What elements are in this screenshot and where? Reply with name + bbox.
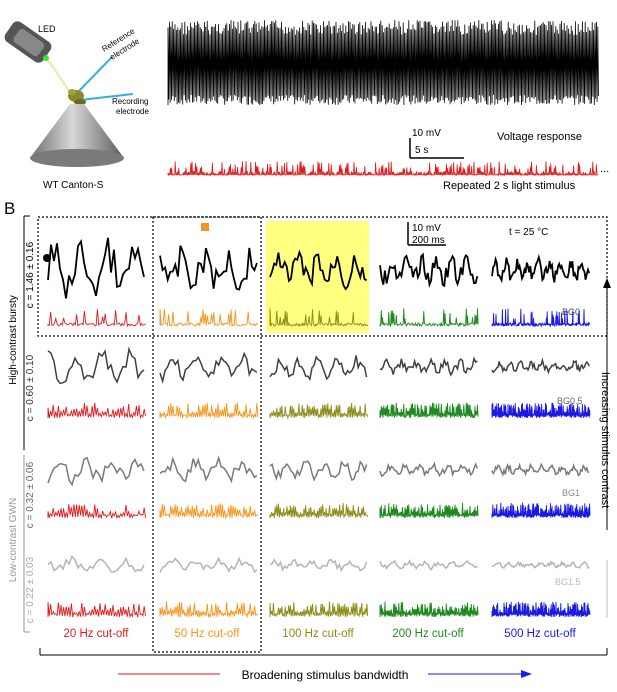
response-trace-r1-c3 [379,356,478,377]
column-label-0: 20 Hz cut-off [64,628,130,640]
stimulus-trace-r3-c1 [159,601,259,619]
led-icon [4,21,52,63]
response-trace-r3-c0 [47,554,145,573]
group-low-label: Low-contrast GWN [8,498,19,582]
stimulus-trace-r3-c3 [379,601,479,617]
column-label-1: 50 Hz cut-off [175,628,241,640]
response-trace-r1-c0 [47,346,145,385]
scale-bar-a [409,138,464,159]
light-stimulus-trace [167,161,599,177]
row-c-label-2: c = 0.32 ± 0.06 [25,461,36,528]
group-high-label: High-contrast bursty [8,295,19,384]
response-trace-r0-c0 [47,237,145,299]
temperature-label: t = 25 °C [509,227,548,238]
response-trace-r2-c4 [491,462,590,477]
stimulus-trace-r2-c4 [491,502,591,519]
scale-ms-b: 200 ms [412,235,445,246]
reference-electrode [77,56,113,93]
response-trace-r2-c0 [47,456,145,487]
panel-a: LED Reference electrode Recording electr… [4,19,609,192]
stimulus-trace-r0-c4 [491,308,591,328]
stimulus-trace-r0-c0 [47,309,146,328]
voltage-response-trace [167,19,599,106]
stimulus-label: Repeated 2 s light stimulus [443,180,576,192]
response-trace-r3-c1 [159,556,258,574]
response-trace-r0-c1 [159,245,258,291]
bg-label-0: BG0 [562,307,580,317]
high-contrast-box [37,216,608,337]
row-c-label-1: c = 0.60 ± 0.10 [25,354,36,421]
scale-mv-b: 10 mV [412,223,441,234]
response-trace-r2-c1 [159,455,258,484]
response-trace-r1-c4 [491,357,590,375]
bg-label-3: BG1.5 [555,577,581,587]
bandwidth-arrow-head [521,670,532,678]
stimulus-trace-r1-c3 [379,402,479,419]
stimulus-trace-r1-c1 [159,402,259,420]
light-beam [47,59,73,96]
stimulus-trace-r0-c2 [269,308,369,327]
row-c-label-0: c = 1.46 ± 0.16 [25,241,36,308]
panel-b: B High-contrast bursty Low-contrast GWN … [4,199,611,682]
response-trace-r2-c3 [379,461,479,478]
response-trace-r1-c1 [159,351,258,385]
stimulus-trace-r3-c0 [47,602,146,619]
stimulus-ellipsis: ... [600,163,609,175]
stimulus-trace-r3-c2 [269,601,369,618]
contrast-arrow-head [603,278,611,288]
stimulus-trace-r1-c2 [269,402,369,420]
recording-electrode [79,93,134,101]
response-trace-r0-c3 [379,252,479,289]
stimulus-trace-r0-c3 [379,308,479,328]
bandwidth-axis-label: Broadening stimulus bandwidth [242,668,409,682]
bg-label-2: BG1 [562,488,580,498]
response-trace-r0-c2 [269,249,368,291]
contrast-axis-label: Increasing stimulus contrast [599,372,611,508]
scale-bar-b [407,222,446,246]
stimulus-trace-r2-c3 [379,502,479,519]
stimulus-trace-r0-c1 [159,308,259,328]
response-trace-r3-c2 [270,558,368,573]
fly-icon [68,89,86,105]
panel-b-letter: B [4,199,15,218]
highlight-box [266,221,369,333]
stimulus-trace-r2-c0 [47,504,146,520]
column-label-4: 500 Hz cut-off [504,628,576,640]
stimulus-trace-r2-c2 [269,502,369,519]
response-trace-r1-c2 [269,355,368,381]
column-label-3: 200 Hz cut-off [392,628,464,640]
column-50hz-box [152,216,262,653]
traces-grid [47,237,591,619]
marker-square [201,223,209,231]
bg-label-1: BG0.5 [557,396,583,406]
scale-s-a: 5 s [415,145,428,156]
recording-label-1: Recording [112,97,148,106]
cone-holder [30,104,124,167]
stimulus-trace-r3-c4 [491,601,591,618]
response-trace-r3-c4 [491,560,590,570]
stimulus-trace-r1-c0 [47,402,146,420]
fly-label: WT Canton-S [43,180,104,191]
led-label: LED [38,24,56,34]
response-trace-r0-c4 [491,253,591,284]
recording-label-2: electrode [116,107,149,116]
row-c-label-3: c = 0.22 ± 0.03 [25,556,36,623]
response-trace-r2-c2 [269,460,368,482]
column-label-2: 100 Hz cut-off [282,628,354,640]
voltage-response-label: Voltage response [497,131,582,143]
stimulus-trace-r1-c4 [491,402,591,419]
response-trace-r3-c3 [379,559,478,571]
scale-mv-a: 10 mV [412,128,441,139]
stimulus-trace-r2-c1 [159,503,258,520]
